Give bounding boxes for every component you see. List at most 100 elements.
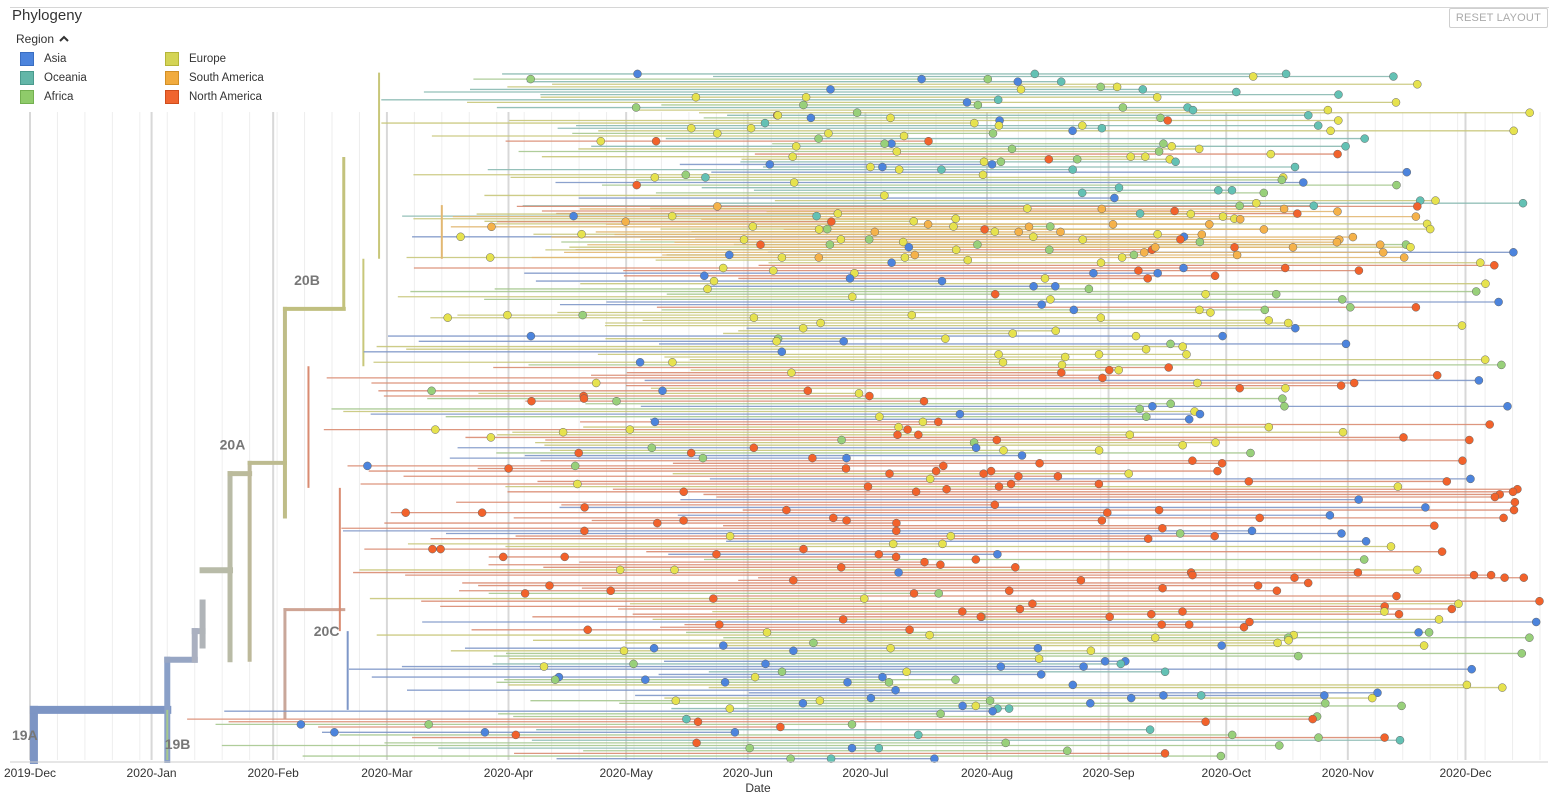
tip-node (1248, 72, 1258, 81)
legend-item-south-america[interactable]: South America (165, 69, 295, 86)
tip-node (1494, 297, 1503, 307)
tip-node (1143, 274, 1152, 283)
tip-node (1053, 472, 1063, 481)
tip-node (1217, 459, 1227, 468)
tip-node (1397, 701, 1406, 711)
tip-node (1145, 725, 1155, 734)
tip-node (760, 118, 770, 128)
tip-node (979, 469, 988, 478)
tip-node (1411, 212, 1421, 221)
clade-label: 19B (165, 736, 191, 752)
tip-node (1354, 495, 1363, 504)
tip-node (746, 123, 756, 133)
tip-node (1150, 633, 1160, 642)
tip-node (1117, 253, 1127, 262)
legend-label: Europe (189, 52, 227, 65)
tip-node (907, 310, 917, 320)
tip-node (863, 482, 873, 491)
legend-item-africa[interactable]: Africa (20, 88, 165, 105)
tip-node (1036, 670, 1046, 679)
tip-node (892, 518, 901, 528)
tip-node (884, 678, 894, 687)
legend-swatch (165, 70, 179, 85)
tip-node (874, 550, 884, 559)
tip-node (1308, 714, 1317, 724)
tip-node (436, 544, 445, 554)
tip-node (1218, 331, 1227, 341)
tip-node (1406, 242, 1415, 252)
tip-node (789, 576, 798, 585)
tip-node (1519, 573, 1529, 582)
legend-toggle[interactable]: Region (16, 32, 295, 46)
tip-node (951, 245, 961, 255)
tip-node (880, 139, 889, 148)
tip-node (621, 217, 630, 226)
legend-item-europe[interactable]: Europe (165, 50, 295, 67)
tip-node (1110, 193, 1119, 203)
reset-layout-button[interactable]: RESET LAYOUT (1448, 8, 1548, 28)
tip-node (480, 728, 490, 737)
tip-node (772, 337, 781, 346)
tip-node (1179, 263, 1188, 273)
tip-node (1394, 609, 1404, 619)
tip-node (798, 323, 808, 333)
tip-node (1500, 573, 1509, 582)
tip-node (363, 461, 372, 471)
tip-node (951, 214, 960, 223)
tip-node (937, 276, 947, 286)
tip-node (1057, 360, 1067, 370)
tip-node (822, 224, 832, 234)
tip-node (992, 435, 1002, 445)
tip-node (650, 417, 660, 427)
tip-node (799, 544, 808, 554)
tip-node (526, 74, 535, 84)
tip-node (1469, 570, 1479, 580)
tip-node (1271, 289, 1281, 299)
tip-node (1414, 628, 1423, 637)
tip-node (1498, 683, 1507, 692)
tip-node (1001, 738, 1010, 748)
tip-node (1299, 178, 1308, 187)
tip-node (1517, 649, 1527, 658)
tip-node (1196, 691, 1206, 700)
tip-node (1057, 368, 1066, 377)
tip-node (1281, 383, 1290, 393)
tip-node (1336, 381, 1346, 390)
tip-node (1006, 479, 1016, 489)
x-axis-title: Date (745, 781, 771, 793)
tip-node (791, 142, 801, 151)
tip-node (1201, 289, 1210, 299)
tip-node (456, 232, 465, 242)
tip-node (698, 453, 708, 463)
tip-node (1184, 620, 1194, 629)
tip-node (999, 446, 1008, 455)
tip-node (971, 555, 981, 564)
tip-node (1380, 733, 1389, 742)
tip-node (485, 253, 495, 262)
legend-item-asia[interactable]: Asia (20, 50, 165, 67)
tip-node (1337, 529, 1346, 538)
legend-swatch (20, 51, 34, 66)
tip-node (1045, 245, 1054, 255)
tip-node (1028, 599, 1037, 609)
legend-item-oceania[interactable]: Oceania (20, 69, 165, 86)
tip-node (976, 612, 986, 622)
tip-node (866, 162, 875, 172)
tip-node (1024, 222, 1034, 232)
tip-node (1309, 201, 1319, 211)
tip-node (980, 225, 989, 234)
legend-item-north-america[interactable]: North America (165, 88, 295, 105)
tip-node (843, 678, 852, 687)
tip-node (1188, 570, 1197, 580)
tip-node (1284, 318, 1293, 328)
tip-node (894, 422, 903, 432)
clade-label: 20A (220, 437, 246, 453)
tip-node (799, 100, 808, 110)
tip-node (880, 191, 889, 200)
tip-node (1153, 229, 1162, 239)
tip-node (650, 173, 660, 182)
tip-node (1193, 378, 1202, 388)
tip-node (1159, 691, 1168, 700)
tip-node (761, 659, 770, 669)
